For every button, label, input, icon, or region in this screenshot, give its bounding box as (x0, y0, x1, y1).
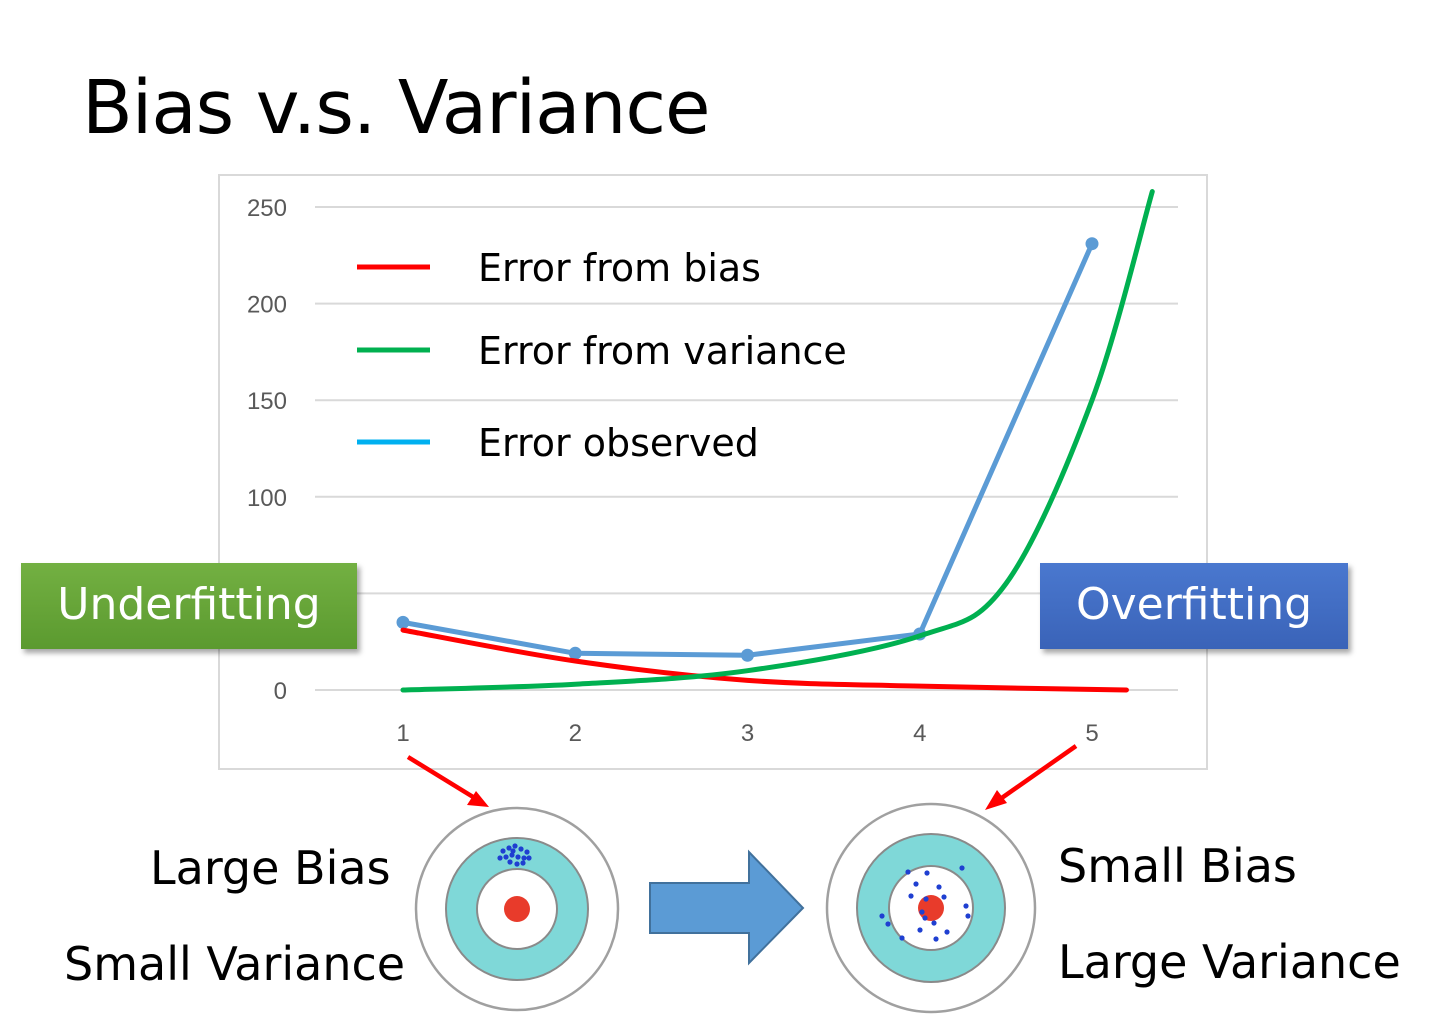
x-tick-label: 3 (741, 720, 754, 747)
legend-label: Error from variance (478, 329, 847, 373)
data-point-marker (741, 648, 754, 662)
shot-dot (923, 896, 929, 902)
target-bullseye (504, 896, 530, 922)
legend-label: Error observed (478, 421, 759, 465)
underfitting-pointer-arrowhead (467, 791, 489, 807)
y-tick-label: 200 (247, 292, 287, 319)
shot-dot (509, 852, 515, 858)
shot-dot (521, 855, 527, 861)
x-axis-ticks: 1 2 3 4 5 (396, 720, 1098, 747)
shot-dot (510, 848, 516, 854)
shot-dot (506, 845, 512, 851)
legend-label: Error from bias (478, 246, 761, 290)
gridlines (315, 206, 1178, 691)
x-tick-label: 2 (569, 720, 582, 747)
shot-dot (520, 860, 526, 866)
slide-title: Bias v.s. Variance (82, 65, 711, 151)
target-bullseye (918, 895, 944, 921)
shot-dot (963, 903, 969, 909)
chart-legend: Error from bias Error from variance Error … (357, 246, 847, 465)
shot-cluster (497, 843, 532, 867)
shot-dot (944, 929, 950, 935)
right-caption-variance: Large Variance (1058, 935, 1401, 989)
target-large-bias (414, 806, 620, 1012)
shot-dot (924, 870, 930, 876)
chart-frame (218, 174, 1208, 770)
underfitting-label: Underfitting (21, 563, 357, 649)
left-caption-variance: Small Variance (64, 937, 406, 991)
left-caption-bias: Large Bias (150, 841, 391, 895)
target-large-variance (825, 802, 1037, 1014)
x-tick-label: 5 (1085, 720, 1098, 747)
shot-dot (919, 909, 925, 915)
shot-dot (908, 893, 914, 899)
y-tick-label: 250 (247, 195, 287, 222)
shot-dot (905, 869, 911, 875)
data-point-marker (396, 615, 410, 629)
shot-dot (507, 859, 513, 865)
overfitting-pointer-arrow (994, 744, 1078, 804)
shot-dot (500, 848, 506, 854)
shot-dot (959, 865, 965, 871)
pointer-arrows (406, 744, 1078, 810)
shot-dot (899, 935, 905, 941)
shot-dot (497, 855, 503, 861)
shot-dot (965, 913, 971, 919)
series-line-error-from-variance (400, 189, 1155, 693)
x-tick-label: 4 (913, 720, 926, 747)
data-point-marker (568, 646, 582, 660)
shot-dot (885, 921, 891, 927)
right-caption-bias: Small Bias (1058, 839, 1297, 893)
y-tick-label: 150 (247, 388, 287, 415)
shot-scatter (879, 865, 971, 942)
shot-dot (518, 846, 524, 852)
shot-dot (922, 915, 928, 921)
shot-dot (515, 854, 521, 860)
shot-dot (526, 855, 532, 861)
y-tick-label: 100 (247, 485, 287, 512)
data-point-marker (1085, 237, 1099, 251)
shot-dot (913, 881, 919, 887)
shot-dot (524, 849, 530, 855)
shot-dot (931, 920, 937, 926)
overfitting-pointer-arrowhead (985, 790, 1007, 810)
shot-dot (941, 894, 947, 900)
underfitting-pointer-arrow (406, 755, 480, 802)
shot-dot (879, 913, 885, 919)
y-axis-ticks: 0 100 150 200 250 (247, 195, 287, 705)
y-tick-label: 0 (274, 678, 287, 705)
shot-dot (933, 936, 939, 942)
shot-dot (917, 927, 923, 933)
shot-dot (503, 854, 509, 860)
shot-dot (936, 884, 942, 890)
overfitting-label: Overfitting (1040, 563, 1348, 649)
series-line-error-from-bias (400, 627, 1129, 693)
transition-arrow (649, 849, 805, 966)
x-tick-label: 1 (396, 720, 409, 747)
series-lines (396, 189, 1155, 693)
shot-dot (514, 861, 520, 867)
shot-dot (512, 843, 518, 849)
